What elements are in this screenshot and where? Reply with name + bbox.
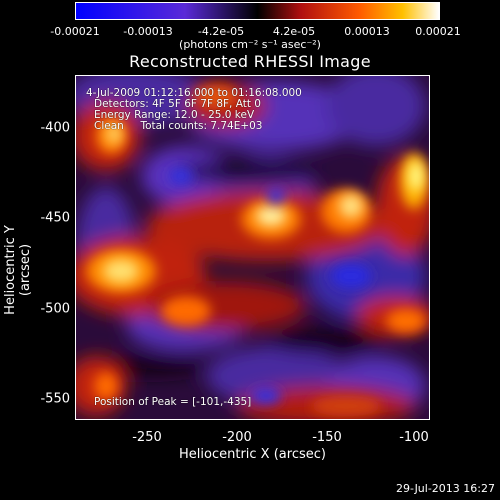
y-tick: -450 bbox=[40, 210, 70, 226]
heatmap bbox=[76, 76, 429, 419]
detectors-info: Detectors: 4F 5F 6F 7F 8F, Att 0 bbox=[94, 98, 261, 110]
x-tick: -200 bbox=[222, 430, 252, 445]
y-tick: -500 bbox=[40, 301, 70, 317]
y-tick: -400 bbox=[40, 120, 70, 136]
colorbar-tick: 0.00013 bbox=[344, 25, 390, 38]
energy-range: Energy Range: 12.0 - 25.0 keV bbox=[94, 109, 255, 121]
colorbar-tick: 4.2e-05 bbox=[272, 25, 316, 38]
clean-counts: Clean Total counts: 7.74E+03 bbox=[94, 120, 263, 132]
colorbar-gradient bbox=[76, 3, 439, 19]
colorbar-tick: -0.00013 bbox=[123, 25, 173, 38]
x-axis-label: Heliocentric X (arcsec) bbox=[179, 447, 326, 462]
colorbar-tick: -4.2e-05 bbox=[197, 25, 245, 38]
colorbar-tick: 0.00021 bbox=[415, 25, 461, 38]
rhessi-image: 4-Jul-2009 01:12:16.000 to 01:16:08.000 … bbox=[75, 75, 430, 420]
time-range: 4-Jul-2009 01:12:16.000 to 01:16:08.000 bbox=[86, 87, 302, 99]
peak-position: Position of Peak = [-101,-435] bbox=[94, 396, 252, 408]
datestamp: 29-Jul-2013 16:27 bbox=[395, 482, 495, 495]
y-axis-label: Heliocentric Y (arcsec) bbox=[3, 225, 33, 315]
x-tick: -100 bbox=[399, 430, 429, 445]
image-title: Reconstructed RHESSI Image bbox=[129, 52, 371, 71]
colorbar bbox=[75, 2, 440, 20]
y-tick: -550 bbox=[40, 391, 70, 407]
x-tick: -250 bbox=[132, 430, 162, 445]
colorbar-units: (photons cm⁻² s⁻¹ asec⁻²) bbox=[179, 38, 321, 51]
colorbar-tick: -0.00021 bbox=[50, 25, 100, 38]
x-tick: -150 bbox=[312, 430, 342, 445]
